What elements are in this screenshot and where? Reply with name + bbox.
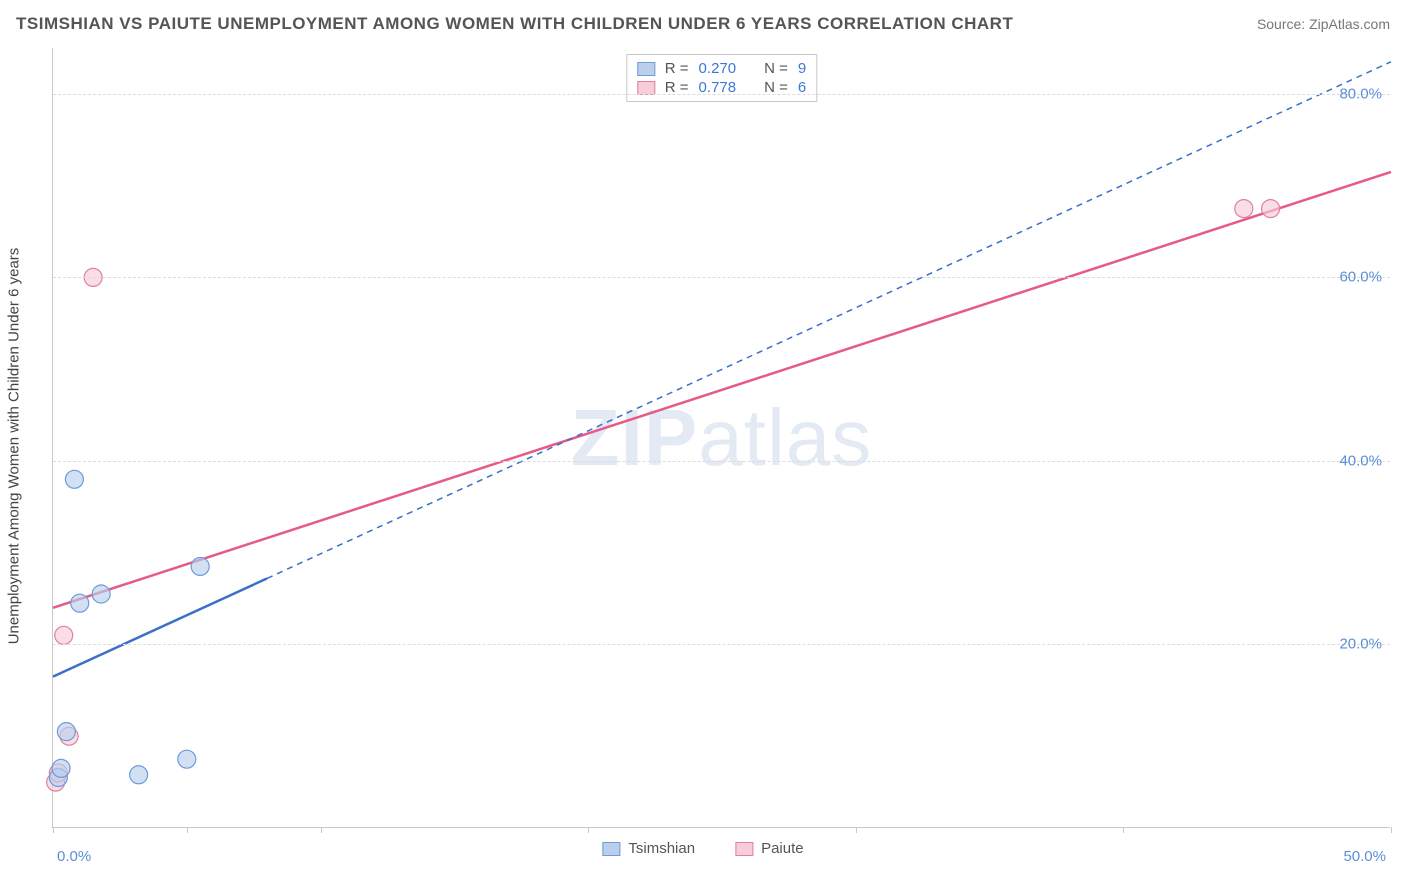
trend-line (53, 578, 267, 676)
x-tick-label: 50.0% (1343, 848, 1386, 865)
tsimshian-r-value: 0.270 (699, 60, 737, 77)
x-tick (1123, 827, 1124, 833)
swatch-paiute-icon (735, 842, 753, 856)
data-point (71, 594, 89, 612)
swatch-tsimshian-icon (602, 842, 620, 856)
x-tick-label: 0.0% (57, 848, 91, 865)
chart-area: ZIPatlas R = 0.270 N = 9 R = 0.778 N = 6… (52, 48, 1390, 828)
x-tick (588, 827, 589, 833)
x-tick (187, 827, 188, 833)
x-tick (53, 827, 54, 833)
data-point (55, 626, 73, 644)
r-label: R = (665, 60, 689, 77)
data-point (1262, 200, 1280, 218)
x-tick (856, 827, 857, 833)
gridline (53, 277, 1390, 278)
data-point (1235, 200, 1253, 218)
data-point (52, 759, 70, 777)
y-tick-label: 20.0% (1339, 636, 1382, 653)
x-tick (1391, 827, 1392, 833)
chart-title: TSIMSHIAN VS PAIUTE UNEMPLOYMENT AMONG W… (16, 14, 1013, 34)
source-label: Source: ZipAtlas.com (1257, 16, 1390, 32)
y-axis-title: Unemployment Among Women with Children U… (6, 248, 23, 645)
n-label: N = (764, 60, 788, 77)
gridline (53, 94, 1390, 95)
swatch-paiute-icon (637, 81, 655, 95)
y-tick-label: 40.0% (1339, 452, 1382, 469)
swatch-tsimshian-icon (637, 62, 655, 76)
x-tick (321, 827, 322, 833)
series-legend: Tsimshian Paiute (602, 840, 803, 857)
legend-label-paiute: Paiute (761, 840, 804, 857)
legend-label-tsimshian: Tsimshian (628, 840, 695, 857)
chart-header: TSIMSHIAN VS PAIUTE UNEMPLOYMENT AMONG W… (16, 14, 1390, 34)
data-point (178, 750, 196, 768)
y-tick-label: 80.0% (1339, 85, 1382, 102)
data-point (130, 766, 148, 784)
gridline (53, 644, 1390, 645)
legend-row-tsimshian: R = 0.270 N = 9 (637, 59, 806, 78)
plot-svg (53, 48, 1390, 827)
data-point (57, 723, 75, 741)
gridline (53, 461, 1390, 462)
data-point (92, 585, 110, 603)
y-tick-label: 60.0% (1339, 269, 1382, 286)
trend-line (53, 172, 1391, 608)
legend-item-paiute: Paiute (735, 840, 804, 857)
data-point (191, 557, 209, 575)
tsimshian-n-value: 9 (798, 60, 806, 77)
legend-item-tsimshian: Tsimshian (602, 840, 695, 857)
data-point (65, 470, 83, 488)
trend-line (267, 62, 1391, 579)
